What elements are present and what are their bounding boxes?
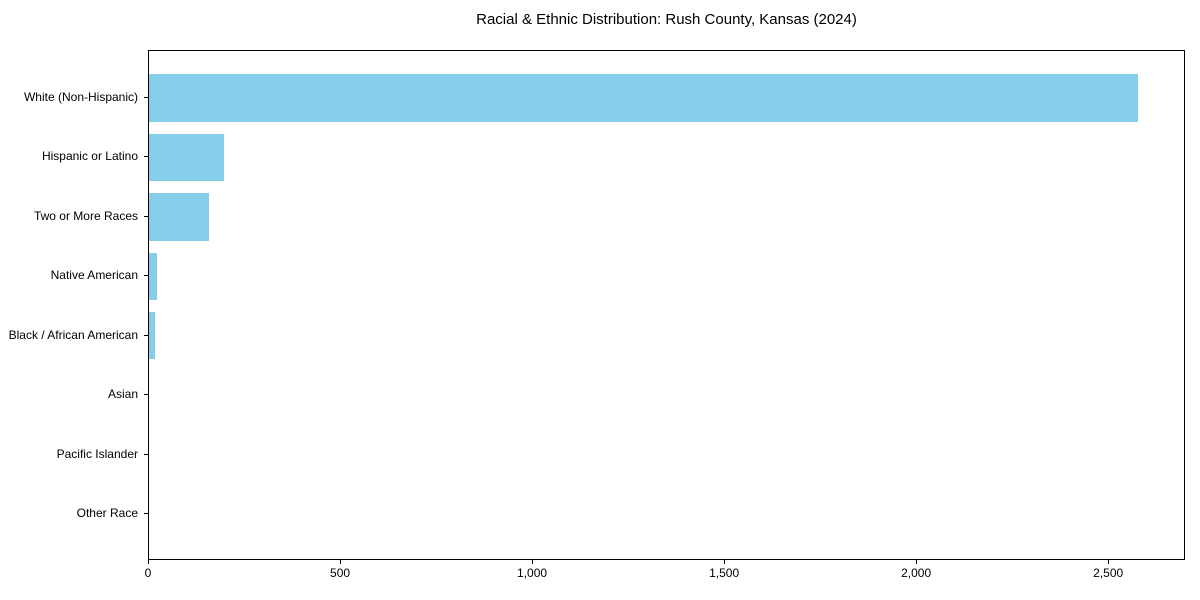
bar <box>149 193 209 241</box>
xtick-label: 2,000 <box>901 566 932 580</box>
ytick-label: White (Non-Hispanic) <box>23 89 138 104</box>
xtick-label: 1,000 <box>517 566 548 580</box>
xtick-mark <box>1108 560 1110 564</box>
ytick-label: Pacific Islander <box>56 446 138 461</box>
ytick-mark <box>144 96 148 98</box>
xtick-label: 1,500 <box>709 566 740 580</box>
xtick-mark <box>340 560 342 564</box>
ytick-mark <box>144 215 148 217</box>
plot-area <box>148 50 1185 560</box>
ytick-mark <box>144 275 148 277</box>
ytick-mark <box>144 334 148 336</box>
bar <box>149 74 1138 122</box>
xtick-mark <box>916 560 918 564</box>
xtick-mark <box>532 560 534 564</box>
ytick-mark <box>144 453 148 455</box>
bar <box>149 311 155 360</box>
xtick-label: 500 <box>330 566 351 580</box>
ytick-mark <box>144 513 148 515</box>
ytick-label: Hispanic or Latino <box>41 149 138 164</box>
bar <box>149 252 157 301</box>
xtick-label: 0 <box>144 566 152 580</box>
xtick-mark <box>724 560 726 564</box>
ytick-label: Native American <box>50 268 138 283</box>
ytick-label: Asian <box>107 387 138 402</box>
chart-title: Racial & Ethnic Distribution: Rush Count… <box>476 11 857 28</box>
ytick-mark <box>144 394 148 396</box>
ytick-mark <box>144 156 148 158</box>
bar <box>149 133 224 182</box>
xtick-mark <box>148 560 149 564</box>
ytick-label: Black / African American <box>8 327 138 342</box>
ytick-label: Two or More Races <box>33 208 138 223</box>
xtick-label: 2,500 <box>1093 566 1124 580</box>
ytick-label: Other Race <box>76 506 138 521</box>
